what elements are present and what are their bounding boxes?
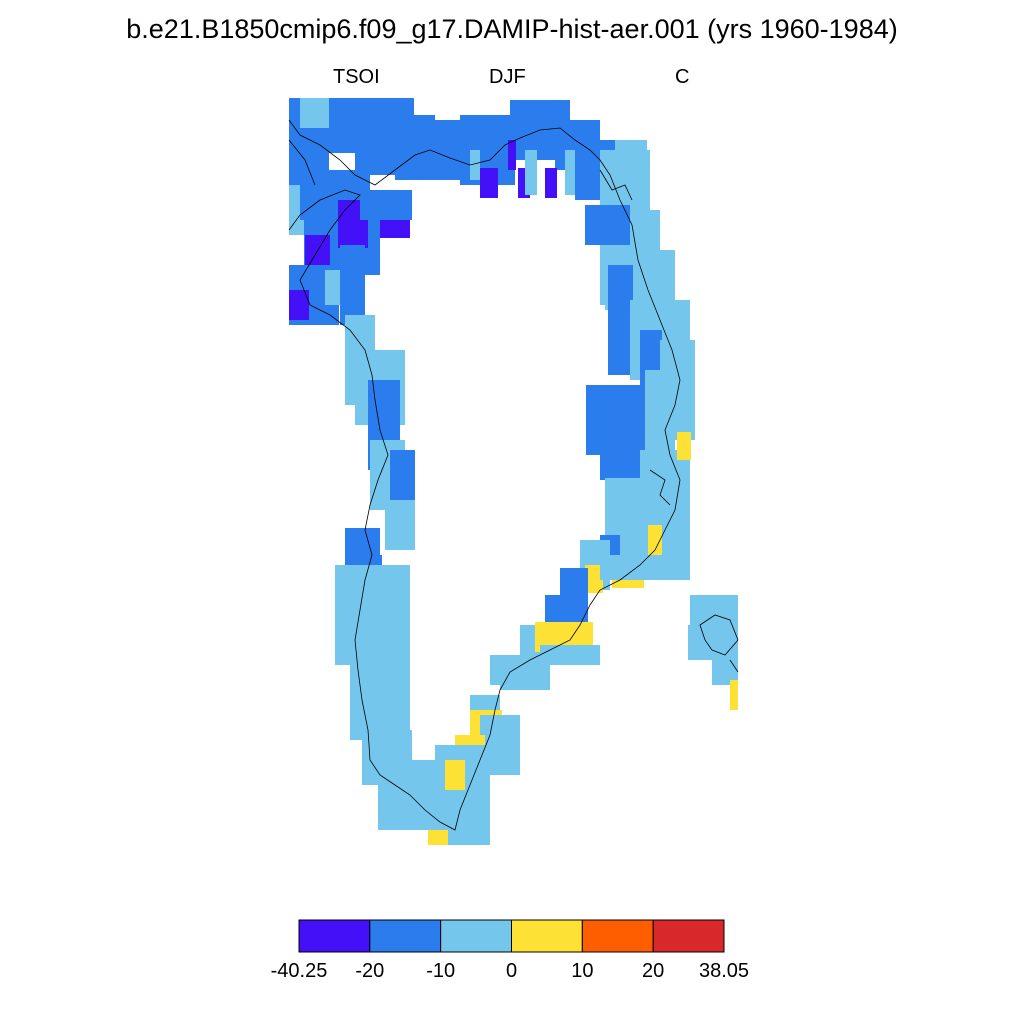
map-cell — [305, 235, 333, 265]
variable-label: TSOI — [333, 66, 380, 88]
colorbar-box — [652, 919, 725, 953]
map-cell — [600, 555, 685, 580]
coastline-segment — [729, 659, 739, 673]
map-cell — [545, 168, 557, 198]
map-cell — [525, 150, 537, 195]
coastline-segment — [288, 139, 316, 186]
map-cell — [730, 680, 738, 710]
map-cell — [540, 645, 600, 665]
map-cell — [648, 525, 662, 555]
map-cell — [677, 432, 691, 460]
colorbar-box — [440, 919, 512, 953]
colorbar-tick-label: 10 — [571, 960, 594, 982]
colorbar-tick-label: 38.05 — [698, 960, 750, 982]
coastline-segment — [288, 119, 681, 831]
season-label: DJF — [489, 66, 526, 88]
map-cell — [585, 205, 630, 245]
map-cell — [508, 140, 516, 170]
units-label: C — [675, 66, 690, 88]
colorbar-tick-label: -20 — [355, 960, 385, 982]
map-cell — [340, 245, 365, 325]
colorbar-box — [369, 919, 442, 953]
map-cell — [500, 675, 550, 690]
colorbar-box — [298, 919, 371, 953]
figure-title: b.e21.B1850cmip6.f09_g17.DAMIP-hist-aer.… — [126, 14, 898, 44]
map-cell — [585, 565, 603, 593]
colorbar-tick-label: 20 — [642, 960, 665, 982]
map-cell — [398, 790, 448, 830]
map-cell — [470, 150, 480, 180]
colorbar-box — [511, 919, 583, 953]
map-cell — [445, 790, 490, 845]
colorbar-tick-label: -40.25 — [270, 960, 328, 982]
coastline-segment — [699, 614, 739, 656]
coastline — [288, 119, 739, 831]
map-cell — [289, 290, 309, 320]
coastline-segment — [649, 469, 671, 506]
map-cell — [712, 650, 738, 685]
map-cell — [385, 500, 415, 550]
colorbar-tick-label: 0 — [505, 960, 518, 982]
colorbar-box — [581, 919, 654, 953]
coastline-segment — [599, 169, 633, 201]
map-cell — [360, 190, 412, 220]
map-cell — [480, 168, 498, 198]
map-cell — [335, 565, 410, 665]
map-cell — [545, 595, 575, 625]
map-cell — [615, 140, 647, 195]
colorbar-tick-label: -10 — [426, 960, 456, 982]
map-grid-cells — [289, 98, 738, 845]
map-cell — [350, 660, 410, 740]
map-cell — [608, 265, 633, 375]
